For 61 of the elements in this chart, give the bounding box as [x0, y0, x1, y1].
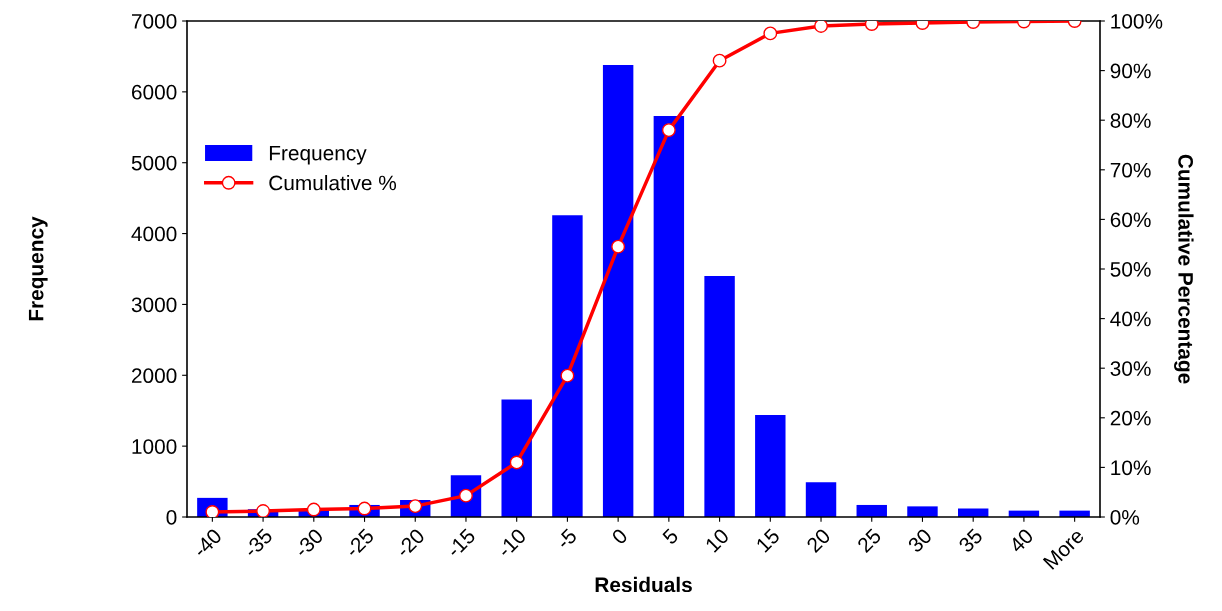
- bar: [907, 506, 938, 517]
- y2-tick-label: 0%: [1110, 510, 1140, 525]
- y2-tick-label: 20%: [1110, 410, 1151, 426]
- bar: [856, 504, 887, 517]
- x-tick-label: -30: [293, 527, 325, 559]
- point: [661, 123, 676, 138]
- y-tick-label: 6000: [131, 84, 177, 100]
- point: [814, 21, 828, 33]
- x-tick-label: 0: [610, 527, 629, 546]
- y-tick-label: 5000: [131, 155, 177, 171]
- x-tick-label: -10: [496, 527, 527, 559]
- y-tick-label: 1000: [132, 439, 177, 454]
- y2-tick-label: 70%: [1110, 162, 1151, 178]
- y2-tick-label: 50%: [1110, 262, 1151, 277]
- x-tick-label: -25: [344, 527, 375, 559]
- y2-tick-label: 90%: [1110, 63, 1151, 79]
- y-tick-label: 2000: [131, 368, 177, 384]
- x-tick-label: -20: [395, 527, 426, 559]
- point: [357, 501, 372, 516]
- legend-label: Cumulative %: [269, 175, 397, 191]
- bar: [957, 508, 989, 517]
- x-tick-label: -15: [445, 527, 477, 559]
- x-tick-label: 40: [1008, 527, 1035, 554]
- x-tick-label: -5: [555, 527, 578, 550]
- bar: [805, 482, 837, 517]
- point: [763, 26, 778, 41]
- y2-tick-label: 40%: [1110, 311, 1151, 327]
- x-tick-label: -35: [242, 527, 274, 559]
- y-axis-title: Frequency: [28, 216, 48, 321]
- y-tick-label: 4000: [131, 226, 177, 242]
- y-tick-label: 0: [166, 510, 177, 525]
- y2-tick-label: 10%: [1111, 460, 1151, 476]
- legend-label: Frequency: [269, 145, 367, 165]
- x-tick-label: 25: [856, 527, 882, 554]
- bar: [653, 115, 685, 517]
- y-tick-label: 3000: [131, 297, 177, 313]
- y2-tick-label: 60%: [1110, 212, 1151, 228]
- y2-tick-label: 80%: [1110, 113, 1151, 128]
- bar: [704, 276, 735, 517]
- y2-tick-label: 100%: [1111, 14, 1163, 29]
- x-tick-label: 35: [957, 527, 984, 554]
- point: [560, 368, 575, 383]
- x-tick-label: 30: [907, 527, 933, 554]
- bar: [501, 399, 532, 517]
- x-axis-title: Residuals: [595, 576, 692, 593]
- y-tick-label: 7000: [132, 14, 177, 29]
- point: [306, 502, 321, 517]
- y2-tick-label: 30%: [1110, 361, 1151, 376]
- point: [611, 239, 626, 254]
- point: [712, 53, 727, 68]
- y2-axis-title: Cumulative Percentage: [1174, 154, 1194, 384]
- x-tick-label: 20: [805, 527, 832, 554]
- x-tick-label: -40: [192, 527, 223, 559]
- x-tick-label: 10: [704, 527, 730, 553]
- bar: [602, 64, 634, 517]
- x-tick-label: 5: [661, 527, 680, 546]
- x-tick-label: 15: [755, 527, 781, 553]
- point: [256, 504, 271, 517]
- point: [509, 455, 524, 470]
- bar: [552, 215, 583, 517]
- bar: [755, 414, 786, 517]
